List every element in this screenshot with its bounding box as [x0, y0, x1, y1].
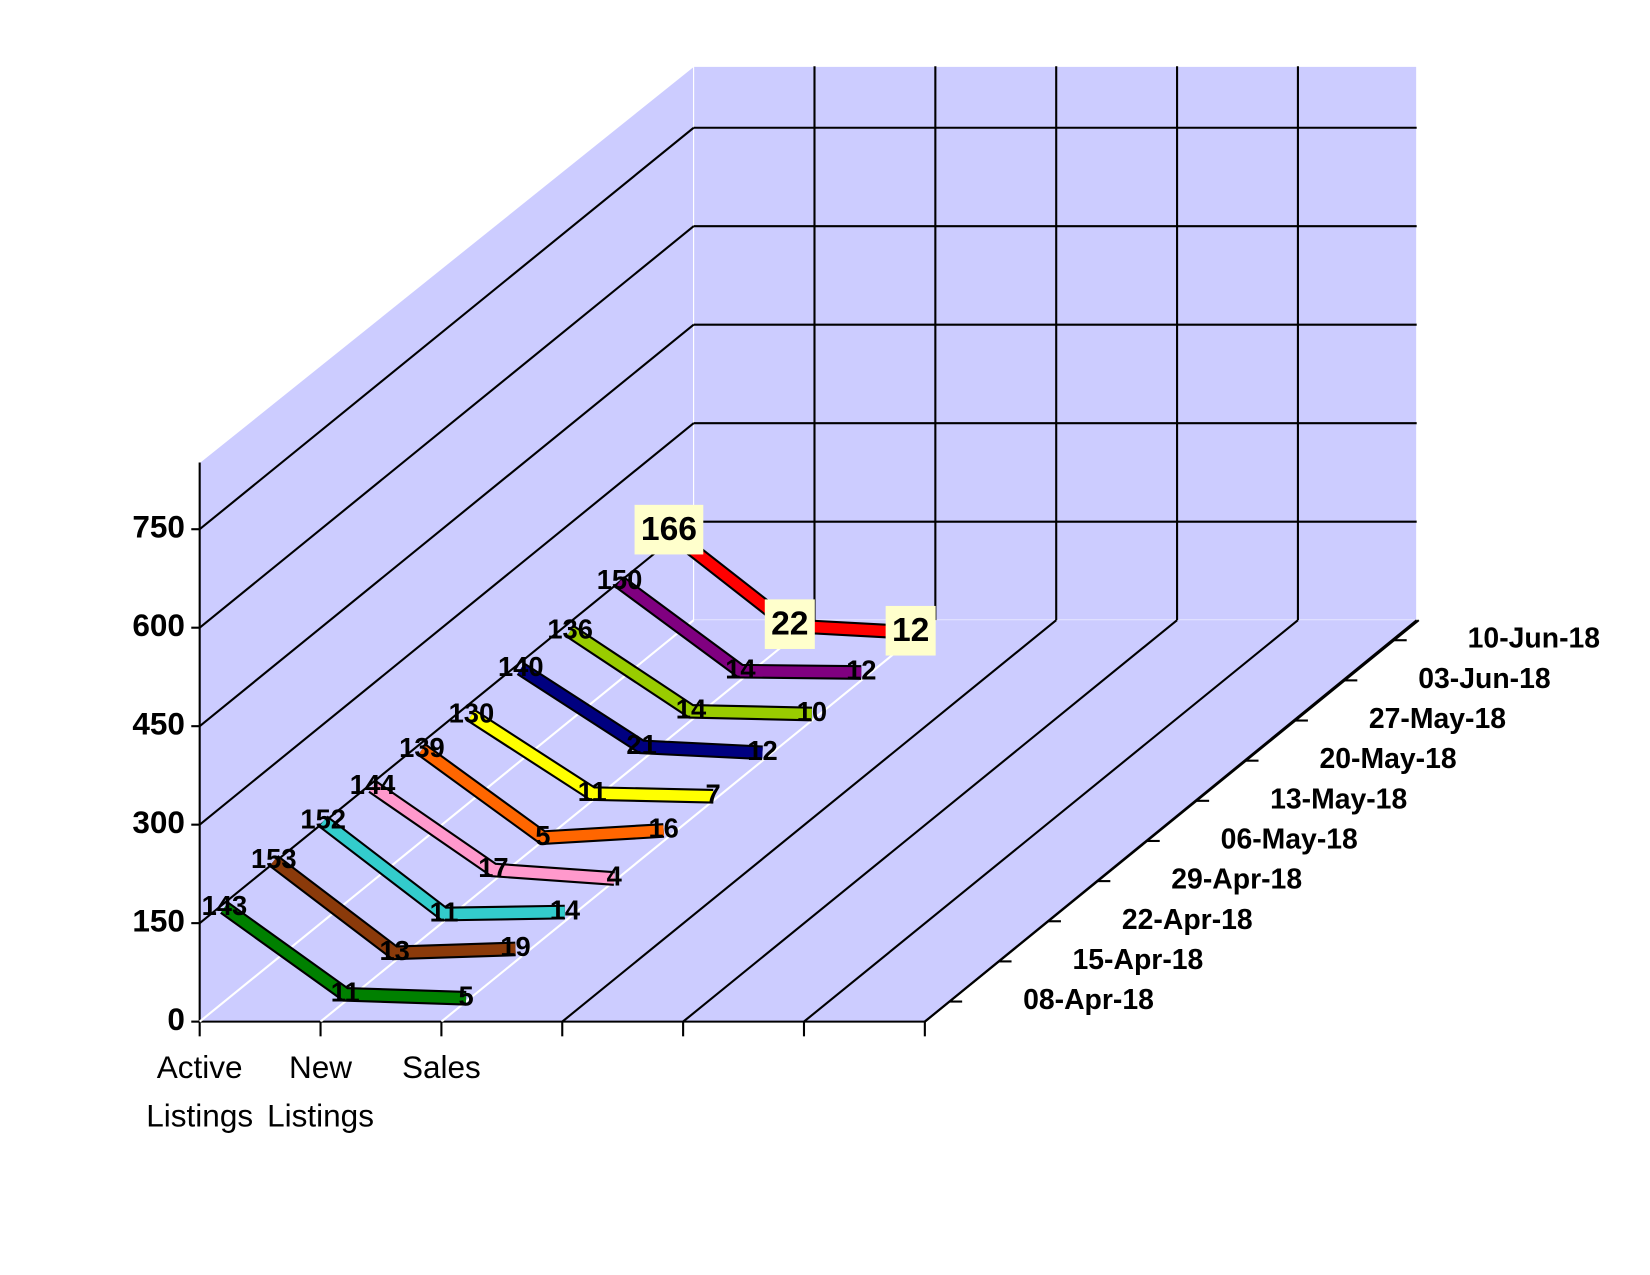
x-tick-label: Sales — [402, 1049, 481, 1085]
data-label: 152 — [300, 804, 346, 835]
data-label: 21 — [626, 729, 656, 760]
data-label: 139 — [399, 732, 445, 763]
label-background — [634, 504, 704, 555]
series-label: 27-May-18 — [1369, 703, 1506, 735]
series-line — [517, 664, 763, 759]
data-label-box: 12 — [885, 605, 936, 656]
y-tick-label: 150 — [132, 902, 185, 938]
series-line — [468, 711, 714, 802]
data-label: 14 — [550, 894, 581, 925]
series-line — [270, 856, 516, 959]
data-label: 11 — [578, 776, 607, 807]
back-wall — [693, 65, 1418, 621]
series-label: 06-May-18 — [1221, 823, 1358, 855]
series-label: 20-May-18 — [1319, 743, 1456, 775]
data-label-box: 22 — [764, 599, 815, 649]
x-tick-label: New Listings — [267, 1049, 374, 1133]
x-tick-label: Active Listings — [146, 1049, 253, 1133]
data-label: 5 — [458, 980, 473, 1011]
grid-line — [199, 520, 695, 924]
data-label: 166 — [641, 511, 697, 548]
y-tick-label: 750 — [132, 509, 185, 545]
data-label: 22 — [771, 606, 808, 643]
data-label: 11 — [430, 896, 459, 927]
data-label: 140 — [498, 651, 544, 682]
data-label: 12 — [892, 612, 929, 649]
floor-line — [682, 619, 1178, 1023]
series-line — [369, 782, 615, 884]
data-label: 11 — [331, 977, 360, 1008]
floor-line — [924, 619, 1420, 1023]
data-label: 136 — [547, 613, 593, 644]
data-label: 7 — [705, 778, 720, 809]
y-tick-label: 300 — [132, 804, 185, 840]
data-label: 14 — [676, 694, 707, 725]
grid-line — [199, 323, 695, 727]
series-line — [319, 817, 565, 920]
series-label: 08-Apr-18 — [1023, 984, 1154, 1016]
floor-line — [440, 619, 937, 1023]
data-label: 12 — [846, 655, 876, 686]
series-line — [616, 577, 862, 678]
series-line — [418, 745, 664, 844]
data-label: 13 — [379, 935, 409, 966]
y-tick-label: 600 — [132, 607, 185, 643]
series-label: 29-Apr-18 — [1171, 864, 1302, 896]
grid-line — [199, 225, 695, 629]
grid-line — [199, 126, 695, 531]
data-label: 17 — [478, 852, 508, 883]
series-label: 15-Apr-18 — [1073, 944, 1204, 976]
floor-line — [803, 619, 1299, 1023]
label-background — [764, 599, 815, 649]
series-line — [567, 626, 812, 720]
data-label: 14 — [725, 653, 756, 684]
data-label: 153 — [251, 843, 297, 874]
series-line — [221, 903, 467, 1004]
data-label: 5 — [535, 820, 550, 851]
y-tick-label: 0 — [167, 1001, 185, 1037]
data-label: 4 — [607, 861, 623, 892]
series-label: 22-Apr-18 — [1122, 904, 1253, 936]
data-label: 143 — [202, 890, 248, 921]
data-label: 12 — [747, 735, 777, 766]
data-label: 144 — [350, 769, 396, 800]
data-label-box: 166 — [634, 504, 704, 555]
grid-line — [199, 422, 695, 826]
data-label: 16 — [648, 813, 678, 844]
y-tick-label: 450 — [132, 706, 185, 742]
data-label: 10 — [797, 696, 827, 727]
series-label: 10-Jun-18 — [1468, 623, 1600, 655]
label-background — [885, 605, 936, 656]
data-label: 19 — [500, 931, 530, 962]
data-label: 130 — [449, 698, 495, 729]
series-label: 13-May-18 — [1270, 783, 1407, 815]
data-label: 150 — [597, 564, 643, 595]
floor-line — [561, 619, 1057, 1023]
series-label: 03-Jun-18 — [1418, 663, 1550, 695]
